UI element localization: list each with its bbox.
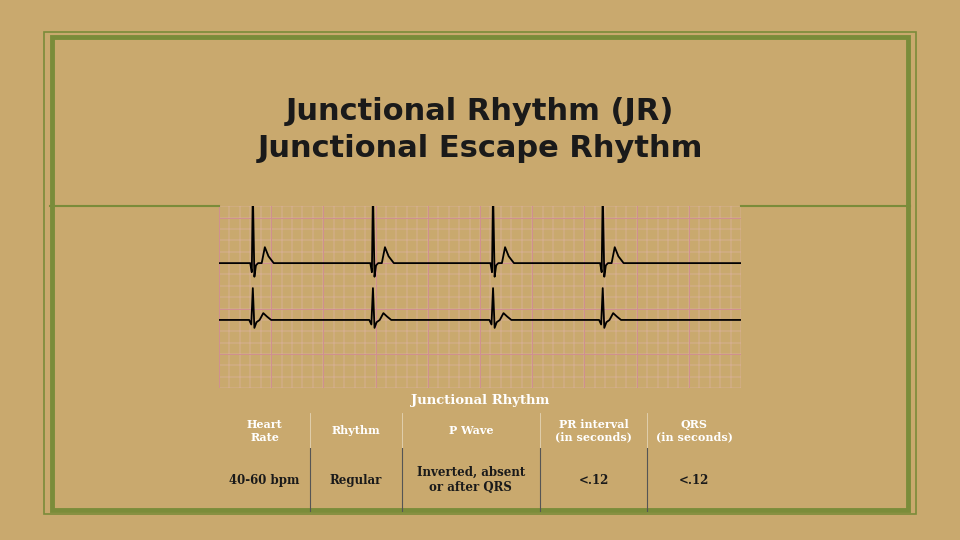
Text: Junctional Rhythm: Junctional Rhythm bbox=[411, 394, 549, 407]
Text: PR interval
(in seconds): PR interval (in seconds) bbox=[555, 419, 632, 443]
Text: P Wave: P Wave bbox=[448, 426, 493, 436]
Text: <.12: <.12 bbox=[679, 474, 709, 487]
Text: Heart
Rate: Heart Rate bbox=[247, 419, 282, 443]
Text: 40-60 bpm: 40-60 bpm bbox=[229, 474, 300, 487]
Text: Junctional Rhythm (JR)
Junctional Escape Rhythm: Junctional Rhythm (JR) Junctional Escape… bbox=[257, 97, 703, 163]
Text: Rhythm: Rhythm bbox=[331, 426, 380, 436]
Text: QRS
(in seconds): QRS (in seconds) bbox=[656, 419, 732, 443]
Text: Inverted, absent
or after QRS: Inverted, absent or after QRS bbox=[417, 466, 525, 494]
Text: <.12: <.12 bbox=[578, 474, 609, 487]
Text: Regular: Regular bbox=[330, 474, 382, 487]
